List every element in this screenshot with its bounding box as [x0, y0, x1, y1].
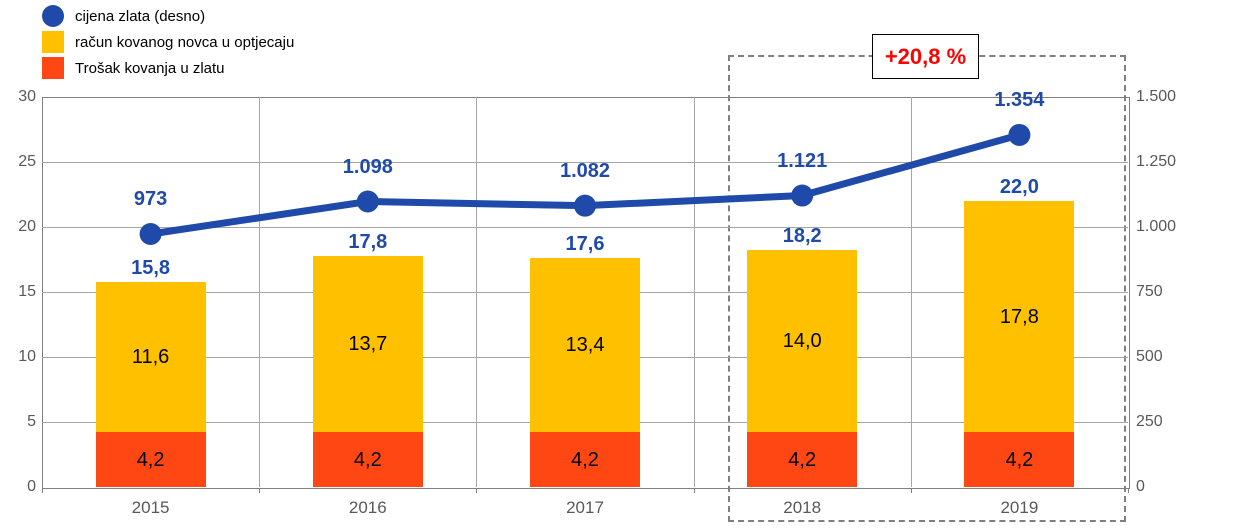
orange-segment-value: 4,2 — [1005, 448, 1034, 471]
bar-segment-yellow — [747, 250, 858, 433]
line-point-value: 1.082 — [559, 159, 611, 182]
left-axis-tick: 25 — [18, 153, 36, 170]
bar-segment-yellow — [530, 258, 640, 433]
bar-segment-yellow — [312, 255, 423, 433]
line-point-value: 973 — [133, 188, 168, 211]
legend-item-line: cijena zlata (desno) — [42, 3, 294, 29]
line-point-value: 1.098 — [342, 155, 393, 178]
gridline-vertical — [910, 97, 912, 487]
legend-label: cijena zlata (desno) — [75, 7, 206, 25]
left-axis-tick: 20 — [18, 218, 36, 235]
bar-segment-orange — [312, 432, 423, 487]
bar-segment-yellow — [95, 281, 206, 433]
stack-total-value: 22,0 — [999, 176, 1039, 198]
x-axis-category: 2017 — [566, 498, 604, 517]
legend-label: račun kovanog novca u optjecaju — [75, 33, 295, 51]
left-axis-tick: 30 — [18, 88, 36, 105]
x-axis-tick — [42, 488, 43, 493]
legend-item-yellow-bar: račun kovanog novca u optjecaju — [42, 29, 294, 55]
x-axis-tick — [259, 488, 261, 493]
yellow-segment-value: 13,7 — [348, 333, 388, 355]
left-axis-tick: 5 — [27, 413, 36, 430]
stack-total-value: 17,6 — [565, 233, 605, 256]
bar-segment-orange — [747, 432, 858, 487]
orange-segment-value: 4,2 — [571, 448, 599, 471]
right-axis-tick: 1.500 — [1136, 88, 1177, 105]
bar-segment-orange — [964, 432, 1075, 487]
right-axis-tick: 1.250 — [1136, 153, 1177, 170]
yellow-segment-value: 17,8 — [999, 305, 1039, 328]
yellow-segment-value: 11,6 — [131, 346, 170, 368]
right-axis-tick: 1.000 — [1136, 218, 1177, 235]
x-axis-tick — [693, 488, 695, 493]
legend-item-orange-bar: Trošak kovanja u zlatu — [42, 55, 294, 81]
line-marker-icon — [42, 5, 64, 27]
orange-segment-value: 4,2 — [788, 448, 817, 471]
annotation-percentage: +20,8 % — [884, 43, 967, 69]
x-axis-tick — [476, 488, 478, 493]
left-axis-tick: 0 — [27, 478, 36, 495]
x-axis-category: 2016 — [348, 498, 387, 517]
x-axis-category: 2019 — [1000, 498, 1039, 517]
stack-total-value: 17,8 — [348, 230, 388, 253]
plot-area — [42, 97, 1130, 489]
x-axis-category: 2018 — [783, 498, 822, 517]
yellow-segment-value: 14,0 — [782, 330, 822, 353]
orange-segment-value: 4,2 — [353, 448, 382, 471]
left-axis-tick: 10 — [18, 348, 36, 365]
bar-segment-yellow — [964, 201, 1075, 433]
yellow-square-icon — [42, 31, 64, 53]
line-point-value: 1.121 — [777, 149, 828, 172]
legend-label: Trošak kovanja u zlatu — [75, 59, 225, 77]
right-axis-tick: 0 — [1136, 478, 1145, 495]
bar-segment-orange — [95, 432, 206, 487]
right-axis-tick: 750 — [1136, 283, 1163, 300]
orange-square-icon — [42, 57, 64, 79]
x-axis-tick — [1128, 488, 1129, 493]
bar-segment-orange — [530, 432, 640, 487]
gridline-vertical — [476, 97, 478, 487]
left-axis-tick: 15 — [18, 283, 36, 300]
stack-total-value: 18,2 — [782, 225, 822, 248]
annotation-box: +20,8 % — [872, 34, 979, 79]
right-axis-tick: 500 — [1136, 348, 1163, 365]
yellow-segment-value: 13,4 — [565, 334, 605, 357]
x-axis-category: 2015 — [131, 498, 170, 517]
x-axis-tick — [910, 488, 912, 493]
stack-total-value: 15,8 — [131, 256, 171, 279]
line-point-value: 1.354 — [994, 88, 1045, 111]
legend: cijena zlata (desno) račun kovanog novca… — [42, 3, 294, 81]
gridline-vertical — [259, 97, 261, 487]
right-axis-tick: 250 — [1136, 413, 1163, 430]
gridline-vertical — [693, 97, 695, 487]
orange-segment-value: 4,2 — [136, 448, 165, 471]
